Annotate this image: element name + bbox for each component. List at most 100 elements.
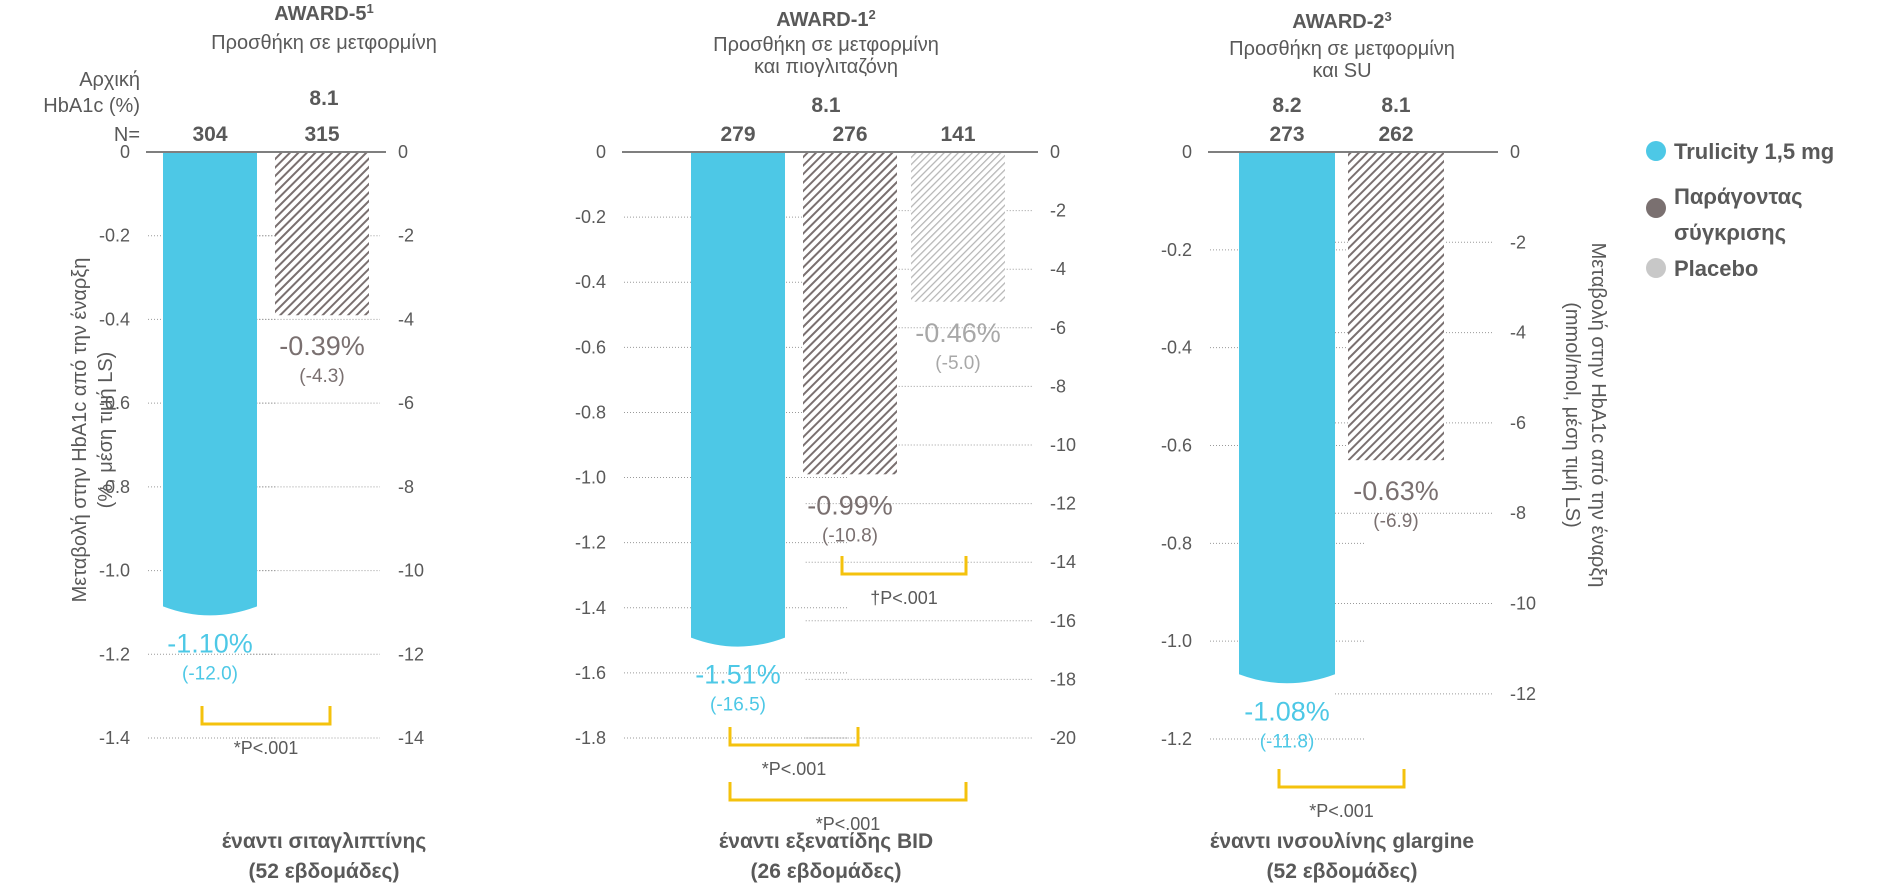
left-tick-label: -0.6 [575, 337, 606, 357]
left-tick-label: -1.8 [575, 728, 606, 748]
right-tick-label: -6 [1050, 318, 1066, 338]
pvalue-label: *P<.001 [816, 814, 881, 834]
baseline-hba1c: 8.1 [811, 94, 841, 117]
left-tick-label: 0 [120, 142, 130, 162]
left-tick-label: -1.2 [575, 533, 606, 553]
left-tick-label: -1.0 [1161, 631, 1192, 651]
bar-trulicity [163, 153, 257, 616]
left-tick-label: -1.2 [99, 644, 130, 664]
legend: Trulicity 1,5 mg Παράγοντας σύγκρισης Pl… [1646, 139, 1834, 281]
bar-mmol-label: (-12.0) [182, 663, 238, 684]
right-axis-title-line1: Μεταβολή στην HbA1c από την έναρξη [1587, 243, 1609, 588]
right-axis-title-line2: (mmol/mol, μέση τιμή LS) [1561, 302, 1583, 528]
pvalue-label: *P<.001 [1309, 801, 1374, 821]
bar-mmol-label: (-16.5) [710, 695, 766, 716]
legend-label-comparator-line1: Παράγοντας [1674, 184, 1803, 209]
baseline-label-line2: HbA1c (%) [43, 95, 140, 117]
panel-award-1: 0 -0.2 -0.4 -0.6 -0.8 -1.0 -1.2 -1.4 -1.6 -1.8 0 -2… [575, 7, 1076, 883]
bar-mmol-label: (-10.8) [822, 525, 878, 546]
bar-value-label: -1.51% [695, 660, 781, 690]
left-tick-label: -1.0 [575, 468, 606, 488]
bar-comparator [1348, 153, 1444, 461]
pvalue-bracket [728, 727, 860, 747]
left-tick-label: -0.8 [99, 477, 130, 497]
pvalue-bracket [728, 782, 968, 802]
study-title: AWARD-23 [1292, 9, 1391, 33]
left-tick-label: -0.6 [99, 393, 130, 413]
left-tick-label: 0 [1182, 142, 1192, 162]
left-axis-title-line1: Μεταβολή στην HbA1c από την έναρξη [69, 258, 91, 603]
bar-value-label: -0.46% [915, 318, 1001, 348]
baseline-hba1c: 8.1 [309, 87, 339, 110]
left-tick-label: -0.8 [1161, 533, 1192, 553]
left-tick-label: -1.0 [99, 561, 130, 581]
left-tick-label: -1.6 [575, 663, 606, 683]
bar-comparator [275, 153, 369, 316]
right-tick-label: -6 [398, 393, 414, 413]
right-tick-label: -20 [1050, 728, 1076, 748]
right-tick-label: -14 [1050, 552, 1076, 572]
right-tick-label: -4 [398, 309, 414, 329]
legend-marker-trulicity [1646, 141, 1666, 161]
n-value: 276 [832, 123, 867, 146]
right-tick-label: -12 [1510, 684, 1536, 704]
right-tick-label: -6 [1510, 413, 1526, 433]
right-tick-label: -12 [1050, 494, 1076, 514]
panel-award-5: 0 -0.2 -0.4 -0.6 -0.8 -1.0 -1.2 -1.4 0 -2 -4 -6 -8 -1… [99, 1, 437, 883]
right-tick-label: 0 [398, 142, 408, 162]
bar-value-label: -0.99% [807, 490, 893, 520]
bar-mmol-label: (-6.9) [1373, 511, 1418, 532]
right-tick-label: -4 [1510, 323, 1526, 343]
study-subtitle: και πιογλιταζόνη [754, 56, 898, 78]
left-axis-title-line2: (%, μέση τιμή LS) [95, 352, 117, 509]
comparison-label-line2: (52 εβδομάδες) [1267, 860, 1418, 883]
left-tick-label: -1.4 [575, 598, 606, 618]
comparison-label-line1: έναντι ινσουλίνης glargine [1210, 830, 1474, 853]
left-tick-label: -0.8 [575, 402, 606, 422]
left-tick-label: -0.2 [1161, 240, 1192, 260]
right-tick-label: -8 [1510, 503, 1526, 523]
bar-mmol-label: (-5.0) [935, 353, 980, 374]
legend-marker-placebo [1646, 258, 1666, 278]
right-tick-label: -16 [1050, 611, 1076, 631]
bar-value-label: -1.10% [167, 628, 253, 658]
n-value: 141 [940, 123, 975, 146]
left-tick-label: -0.6 [1161, 436, 1192, 456]
left-tick-label: 0 [596, 142, 606, 162]
n-value: 304 [192, 123, 227, 146]
bar-comparator [803, 153, 897, 475]
left-tick-label: -0.4 [1161, 338, 1192, 358]
bar-value-label: -1.08% [1244, 696, 1330, 726]
bar-mmol-label: (-11.8) [1260, 731, 1315, 752]
right-tick-label: -2 [1050, 201, 1066, 221]
n-value: 315 [304, 123, 339, 146]
study-subtitle: και SU [1312, 60, 1371, 82]
right-tick-label: -10 [1510, 594, 1536, 614]
comparison-label-line2: (26 εβδομάδες) [751, 860, 902, 883]
pvalue-label: †P<.001 [870, 588, 938, 608]
left-tick-label: -1.4 [99, 728, 130, 748]
right-tick-label: -18 [1050, 669, 1076, 689]
legend-label-trulicity: Trulicity 1,5 mg [1674, 139, 1834, 164]
panel-award-2: 0 -0.2 -0.4 -0.6 -0.8 -1.0 -1.2 0 -2 -4 -6 -8 -10 -12… [1161, 9, 1536, 883]
legend-marker-comparator [1646, 198, 1666, 218]
left-tick-label: -0.2 [99, 226, 130, 246]
right-tick-label: -8 [1050, 376, 1066, 396]
bar-trulicity [691, 153, 785, 647]
comparison-label-line1: έναντι σιταγλιπτίνης [222, 830, 427, 853]
baseline-label-line1: Αρχική [79, 69, 140, 91]
study-subtitle: Προσθήκη σε μετφορμίνη [211, 32, 437, 54]
left-tick-label: -0.2 [575, 207, 606, 227]
bar-value-label: -0.63% [1353, 476, 1439, 506]
pvalue-bracket [1277, 769, 1406, 789]
legend-label-comparator-line2: σύγκρισης [1674, 220, 1786, 245]
study-subtitle: Προσθήκη σε μετφορμίνη [713, 34, 939, 56]
right-tick-label: 0 [1050, 142, 1060, 162]
right-tick-label: -10 [1050, 435, 1076, 455]
pvalue-label: *P<.001 [234, 738, 299, 758]
legend-label-placebo: Placebo [1674, 256, 1758, 281]
right-tick-label: -12 [398, 644, 424, 664]
study-title: AWARD-12 [776, 7, 875, 31]
right-tick-label: -14 [398, 728, 424, 748]
right-tick-label: -2 [1510, 232, 1526, 252]
